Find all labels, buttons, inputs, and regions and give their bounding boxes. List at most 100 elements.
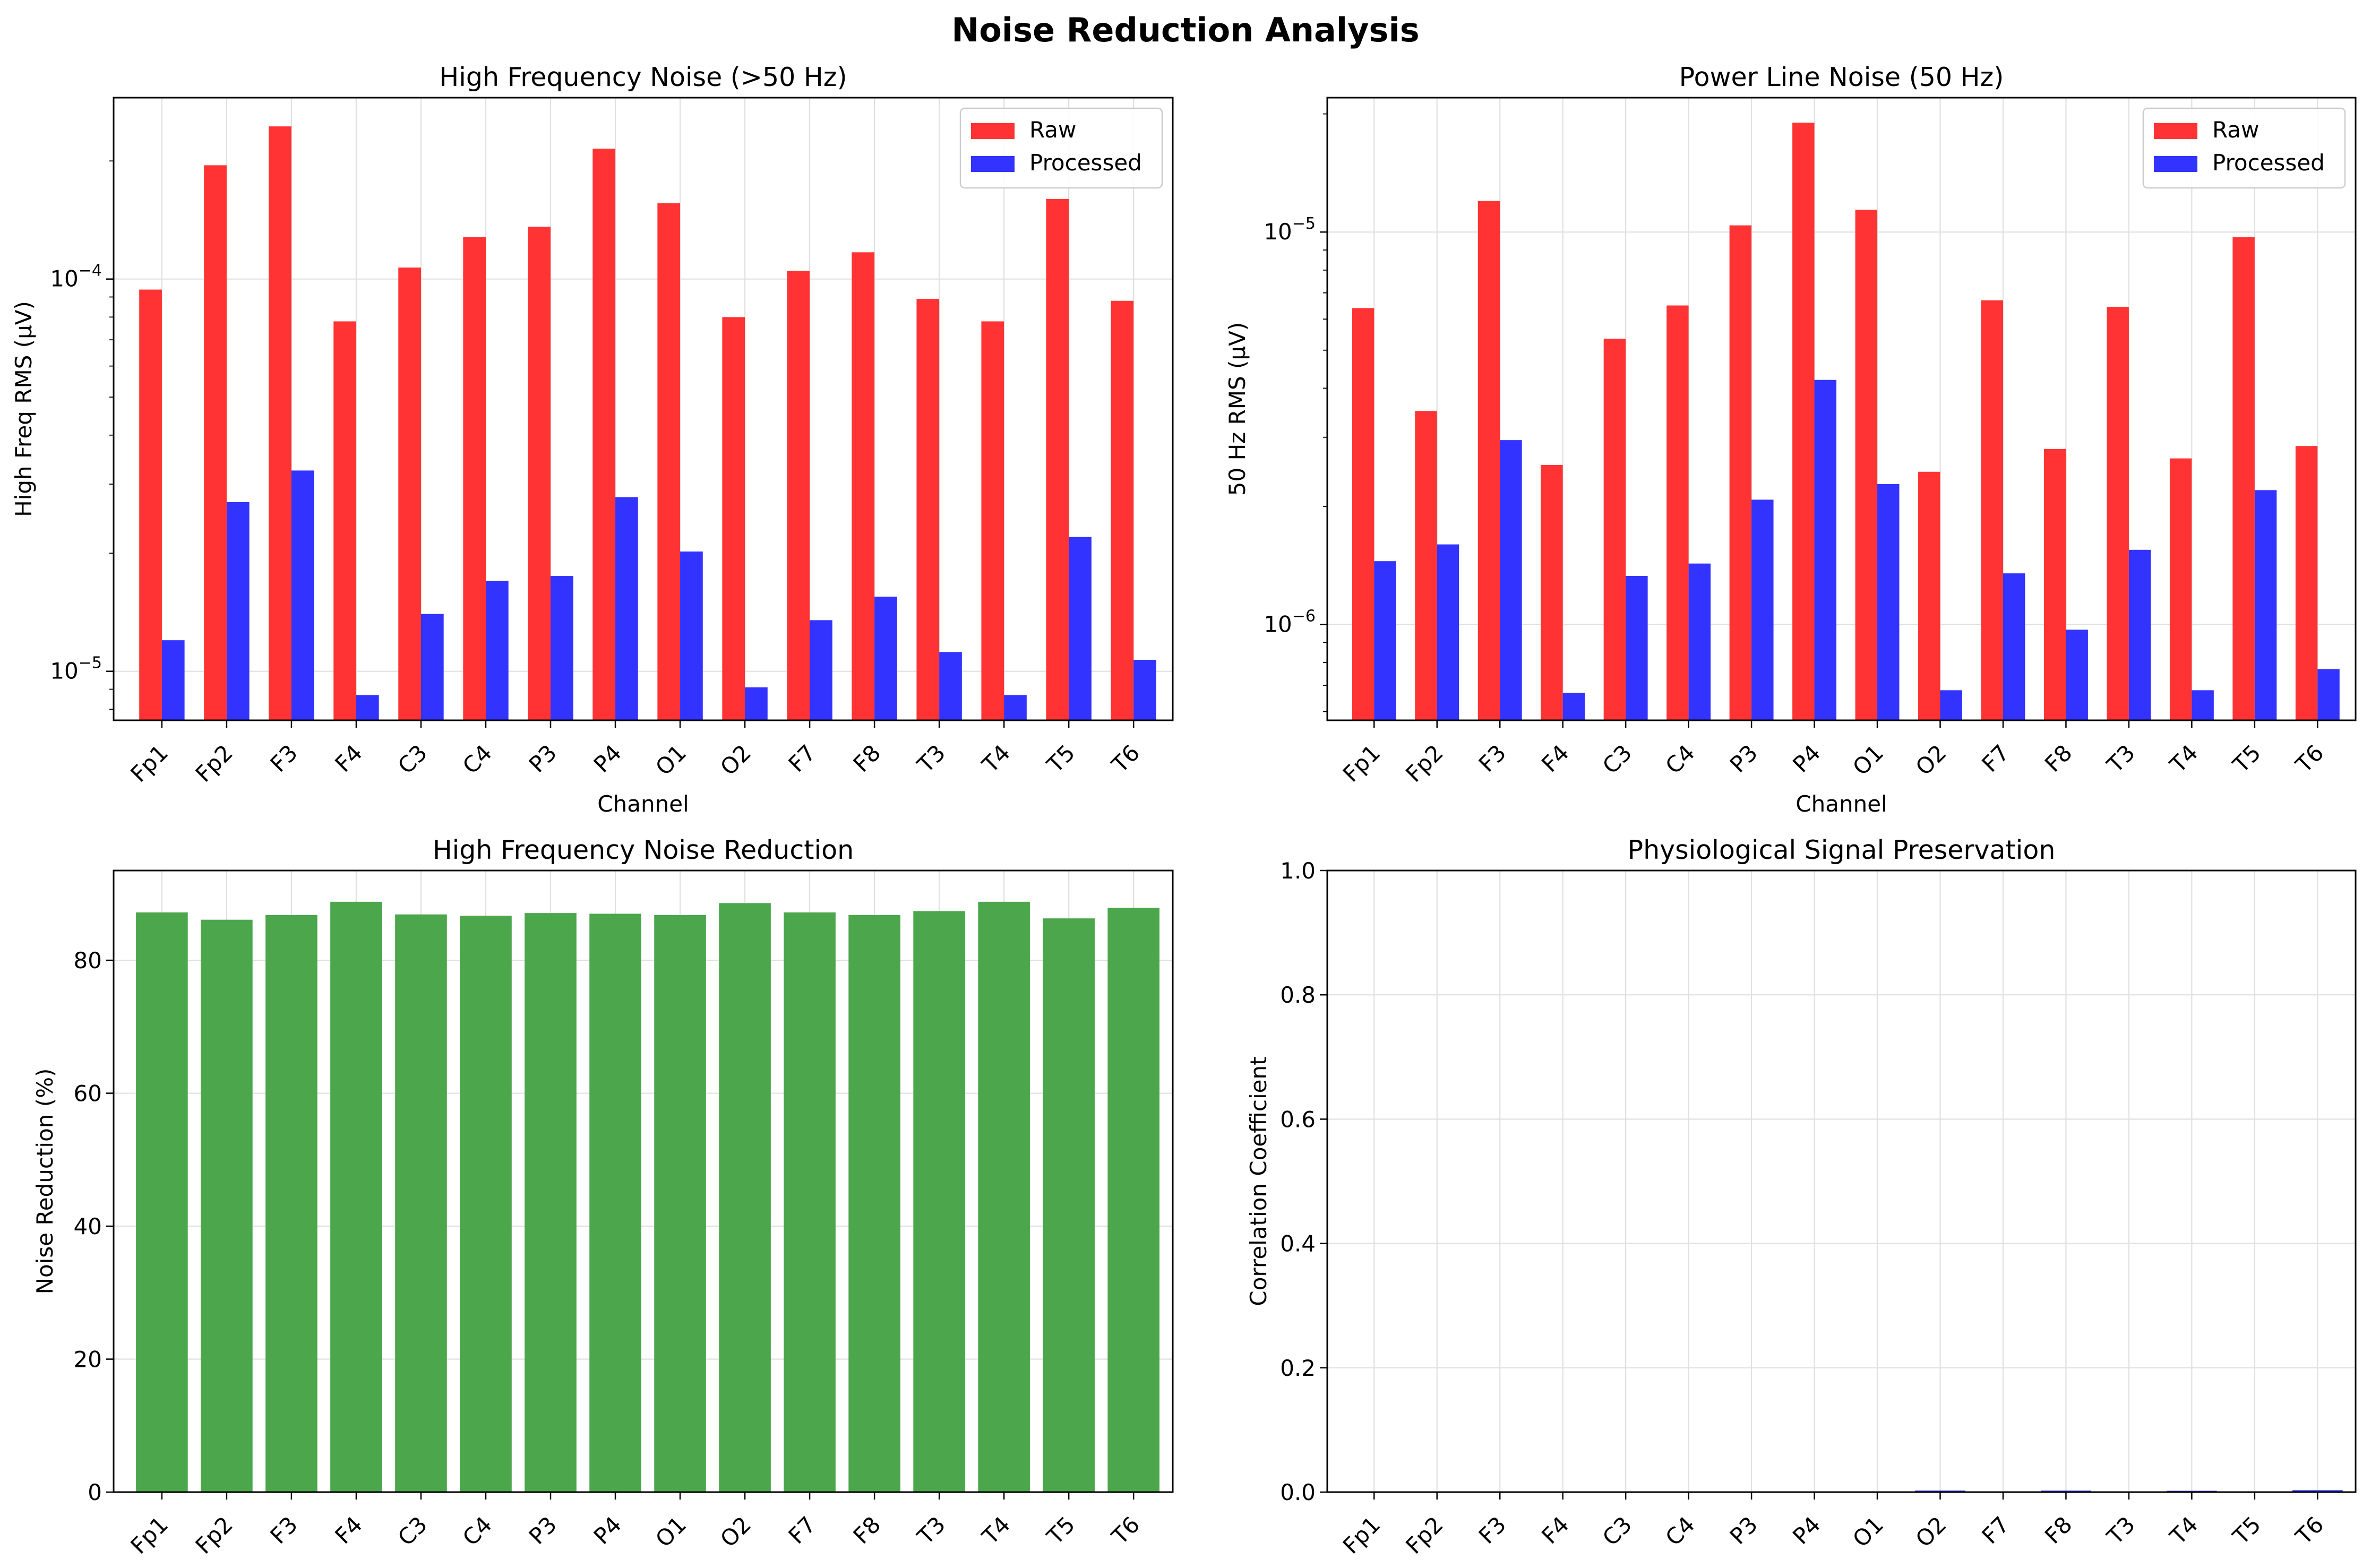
y-axis-label: Correlation Coefficient [1245, 1056, 1272, 1306]
bar-processed-P3 [551, 576, 573, 720]
y-tick-label: 10−6 [1264, 607, 1316, 637]
bar-processed-F7 [810, 620, 832, 720]
axes-frame [113, 97, 1174, 721]
bar-processed-T5 [2254, 490, 2277, 720]
bar-raw-F7 [1981, 300, 2003, 720]
y-axis-label: High Freq RMS (μV) [11, 301, 37, 517]
bar-processed-T4 [2192, 690, 2214, 720]
bar-processed-F8 [2066, 630, 2088, 720]
axes-frame [113, 869, 1174, 1493]
bar-raw-C4 [463, 237, 486, 720]
bar-processed-F8 [874, 597, 897, 720]
y-tick-label: 60 [74, 1081, 102, 1107]
bar-processed-P4 [615, 497, 638, 720]
y-tick-label: 1.0 [1280, 858, 1316, 884]
legend-label-raw: Raw [1029, 117, 1076, 143]
y-tick-label: 0.6 [1280, 1106, 1316, 1132]
bar-Fp1 [136, 912, 188, 1492]
bar-T5 [1043, 918, 1095, 1492]
bar-processed-Fp2 [1437, 544, 1459, 720]
y-tick-label: 40 [74, 1213, 102, 1239]
bar-raw-F3 [1477, 201, 1500, 720]
bar-raw-O2 [722, 317, 745, 720]
bar-processed-T6 [2317, 669, 2340, 720]
legend-swatch-raw [971, 123, 1015, 139]
bar-F7 [784, 912, 836, 1492]
bar-raw-P3 [1729, 225, 1752, 720]
legend-swatch-processed [971, 156, 1015, 172]
x-axis-label: Channel [1796, 791, 1887, 817]
bar-raw-C3 [398, 267, 421, 720]
bar-raw-T3 [2107, 306, 2129, 720]
bar-raw-T6 [2295, 446, 2318, 720]
axes-frame [1326, 869, 2357, 1493]
legend: Raw Processed [959, 107, 1163, 189]
bar-processed-O2 [1940, 690, 1962, 720]
axes-frame [1326, 97, 2357, 721]
bar-P3 [525, 913, 577, 1492]
bar-T6 [2292, 1490, 2343, 1492]
bar-processed-T4 [1004, 695, 1027, 720]
bar-processed-P4 [1814, 380, 1837, 720]
legend-label-raw: Raw [2212, 117, 2259, 143]
bar-raw-F8 [852, 252, 875, 720]
y-tick-label: 0.0 [1280, 1479, 1316, 1505]
bar-O2 [719, 903, 771, 1492]
bar-raw-C3 [1603, 339, 1626, 720]
bar-raw-P4 [1792, 123, 1815, 721]
bar-raw-O1 [657, 203, 681, 720]
y-tick-label: 20 [74, 1347, 102, 1373]
chart-title: High Frequency Noise Reduction [433, 835, 854, 865]
bar-F3 [265, 915, 317, 1492]
bar-raw-T3 [916, 299, 940, 720]
bar-processed-C4 [1688, 563, 1711, 720]
bar-processed-O2 [745, 687, 768, 720]
y-tick-label: 0 [88, 1479, 102, 1505]
bar-raw-F4 [333, 321, 356, 720]
chart-title: Physiological Signal Preservation [1628, 835, 2056, 865]
bar-processed-T6 [1133, 659, 1156, 720]
bar-T6 [1107, 908, 1159, 1492]
bar-processed-T3 [939, 652, 962, 720]
bar-processed-C4 [485, 581, 509, 720]
bar-processed-C3 [420, 614, 444, 720]
y-tick-label: 10−5 [1264, 214, 1316, 245]
bar-processed-T5 [1069, 537, 1092, 720]
bar-raw-Fp2 [1415, 411, 1437, 720]
bar-processed-C3 [1626, 575, 1648, 720]
y-tick-label: 0.8 [1280, 982, 1316, 1008]
bar-processed-Fp2 [226, 502, 250, 720]
x-axis-label: Channel [597, 791, 689, 817]
legend: Raw Processed [2142, 107, 2346, 189]
y-tick-label: 0.2 [1280, 1355, 1316, 1381]
bar-P4 [589, 914, 641, 1492]
bar-F4 [330, 901, 382, 1492]
legend-label-processed: Processed [1029, 150, 1142, 176]
bar-processed-F4 [1562, 693, 1585, 720]
bar-raw-T6 [1111, 300, 1134, 720]
bar-raw-F7 [787, 271, 810, 720]
chart-title: High Frequency Noise (>50 Hz) [439, 62, 847, 92]
bar-raw-F8 [2043, 449, 2066, 720]
y-tick-label: 0.4 [1280, 1231, 1316, 1257]
bar-raw-T4 [2169, 458, 2192, 720]
bar-raw-Fp2 [204, 165, 227, 720]
y-axis-label: Noise Reduction (%) [32, 1069, 58, 1295]
bar-raw-P4 [592, 149, 616, 721]
y-tick-label: 80 [74, 947, 102, 973]
legend-swatch-processed [2154, 156, 2197, 172]
bar-raw-T5 [1046, 199, 1069, 720]
bar-raw-Fp1 [1352, 308, 1375, 720]
bar-Fp2 [201, 919, 253, 1492]
bar-raw-Fp1 [139, 289, 162, 720]
bar-raw-C4 [1666, 305, 1689, 720]
legend-swatch-raw [2154, 123, 2197, 139]
bar-processed-F3 [1500, 440, 1522, 720]
bar-processed-O1 [680, 552, 703, 720]
y-tick-label: 10−5 [50, 654, 102, 684]
bar-F8 [848, 915, 900, 1492]
bar-raw-T4 [981, 321, 1004, 720]
bar-processed-P3 [1751, 499, 1774, 720]
